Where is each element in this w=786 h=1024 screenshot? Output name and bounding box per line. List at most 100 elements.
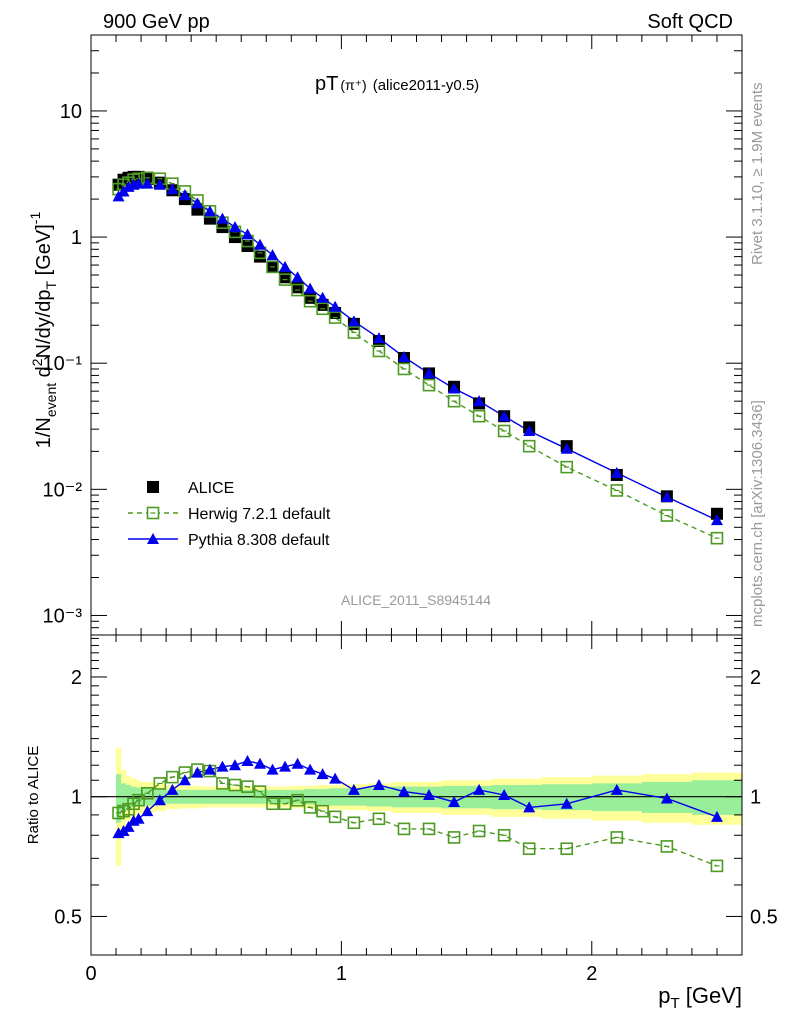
mcplots-label: mcplots.cern.ch [arXiv:1306.3436]: [749, 400, 766, 627]
legend-label: Pythia 8.308 default: [188, 532, 330, 549]
x-axis-label-unit: [GeV]: [680, 983, 742, 1008]
herwig-ratio-point: [132, 793, 145, 807]
alice-point: [710, 507, 723, 520]
herwig-point: [497, 424, 511, 438]
pythia-ratio-point: [304, 763, 317, 775]
pythia-point: [153, 178, 166, 190]
pythia-ratio-point: [122, 820, 135, 832]
pythia-ratio-point: [372, 779, 385, 791]
pythia-ratio-point: [254, 757, 267, 769]
herwig-point: [266, 260, 279, 274]
herwig-ratio-point: [253, 785, 267, 798]
ratio-panel-frame: 0.5 0.5 1 1 2 2 0 1 2: [54, 634, 778, 985]
pythia-ratio-point: [291, 757, 304, 769]
header-left: 900 GeV pp: [103, 11, 210, 33]
herwig-ratio-point: [228, 778, 242, 792]
pythia-point: [291, 271, 304, 283]
herwig-point: [372, 344, 386, 358]
main-y-axis-label: 1/Nevent d2N/dy/dpT [GeV]-1: [27, 212, 59, 449]
herwig-ratio-point: [166, 770, 179, 784]
herwig-ratio-point: [141, 786, 154, 800]
herwig-ratio-point: [610, 831, 624, 844]
alice-point: [254, 250, 267, 263]
pythia-ratio-point: [166, 783, 179, 795]
herwig-ratio-point: [660, 840, 674, 853]
herwig-ratio-point: [153, 777, 167, 790]
alice-point: [304, 291, 317, 304]
y-tick-label: 1: [71, 787, 82, 809]
legend-label: Herwig 7.2.1 default: [188, 506, 331, 523]
herwig-point: [710, 531, 724, 545]
pythia-point: [279, 260, 292, 272]
herwig-point: [560, 460, 574, 474]
pythia-point: [610, 466, 623, 478]
pythia-point: [560, 442, 573, 454]
header-right: Soft QCD: [647, 11, 733, 33]
herwig-point: [610, 484, 624, 497]
analysis-label: ALICE_2011_S8945144: [341, 592, 491, 608]
herwig-ratio-point: [291, 793, 304, 807]
pythia-point: [523, 425, 536, 437]
pythia-ratio-point: [191, 766, 204, 778]
herwig-ratio-point: [216, 777, 229, 790]
pythia-ratio-point: [347, 783, 360, 795]
herwig-ratio-point: [710, 859, 724, 873]
herwig-ratio-point: [347, 816, 361, 830]
pythia-point: [710, 514, 723, 526]
y-axis-label-part: [GeV]: [33, 224, 55, 281]
pythia-ratio-point: [660, 792, 673, 804]
pythia-ratio-point: [329, 772, 342, 784]
pythia-point: [473, 395, 486, 407]
pythia-ratio-point: [523, 801, 536, 813]
pythia-ratio-point: [203, 763, 216, 775]
main-panel-frame: 10⁻³ 10⁻² 10⁻¹ 1 10: [43, 34, 743, 636]
herwig-point: [316, 302, 329, 316]
herwig-ratio-point: [397, 822, 411, 836]
ratio-panel-series: [112, 754, 724, 873]
main-panel-series: [112, 170, 724, 545]
legend-marker-pythia: [147, 533, 159, 544]
y-axis-label-part: T: [43, 280, 59, 289]
herwig-ratio-point: [328, 810, 342, 824]
herwig-ratio-point: [497, 828, 511, 842]
pythia-point: [397, 350, 410, 362]
pythia-point: [660, 490, 673, 502]
y-axis-label-part: event: [43, 383, 59, 417]
herwig-point: [447, 394, 461, 408]
herwig-ratio-point: [422, 822, 436, 836]
pythia-point: [228, 221, 241, 233]
pythia-point: [329, 300, 342, 312]
pythia-ratio-point: [473, 783, 486, 795]
pythia-ratio-point: [498, 788, 511, 800]
plot-title: pT (π⁺) (alice2011-y0.5): [315, 73, 479, 95]
plot-title-main: pT: [315, 73, 338, 95]
pythia-point: [372, 332, 385, 344]
pythia-ratio-point: [560, 797, 573, 809]
pythia-point: [304, 282, 317, 294]
herwig-point: [660, 509, 674, 522]
pythia-point: [498, 410, 511, 422]
pythia-point: [316, 291, 329, 303]
x-tick-label: 0: [85, 963, 96, 985]
x-axis-label-sub: T: [670, 995, 679, 1012]
herwig-ratio-point: [241, 780, 254, 793]
herwig-ratio-point: [266, 797, 279, 811]
pythia-ratio-point: [216, 760, 229, 772]
y-tick-label: 10: [60, 101, 82, 123]
pythia-point: [241, 228, 254, 240]
pythia-point: [448, 382, 461, 394]
pythia-point: [141, 177, 154, 189]
ratio-y-axis-label: Ratio to ALICE: [25, 746, 42, 844]
x-axis-label-text: p: [658, 983, 670, 1008]
pythia-point: [132, 177, 145, 189]
pythia-ratio-point: [153, 794, 166, 806]
y-axis-label-part: -1: [27, 212, 43, 225]
legend-marker-herwig: [146, 506, 160, 520]
herwig-ratio-point: [278, 797, 292, 811]
pythia-ratio-point: [423, 788, 436, 800]
x-tick-label: 1: [336, 963, 347, 985]
alice-point: [279, 271, 292, 284]
herwig-point: [291, 283, 304, 297]
pythia-point: [254, 238, 267, 250]
herwig-point: [522, 439, 536, 453]
